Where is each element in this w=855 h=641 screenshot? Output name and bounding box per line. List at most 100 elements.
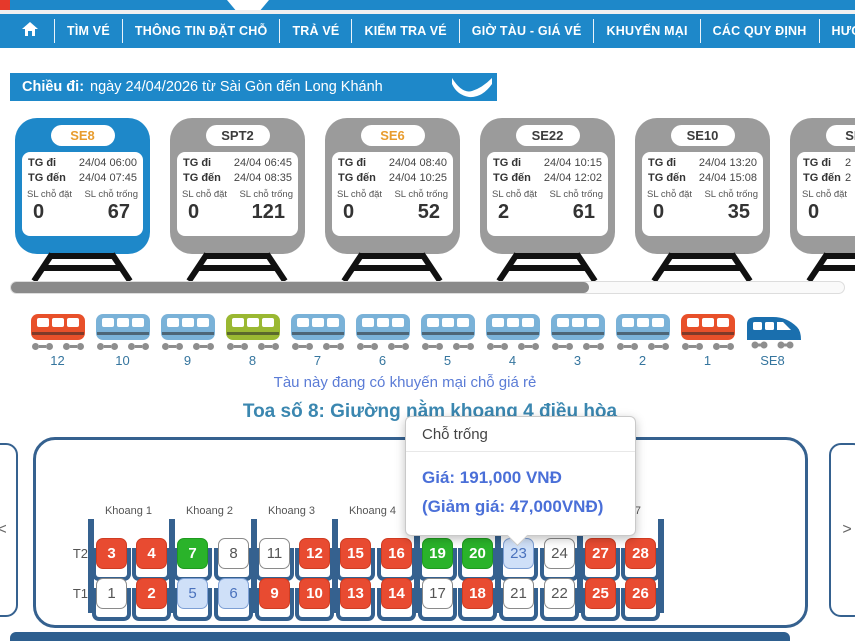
carriage-7[interactable]: 7 (285, 314, 350, 368)
seat-27[interactable]: 27 (585, 538, 616, 569)
arrive-label: TG đến (338, 172, 376, 184)
carriage-label: 2 (638, 353, 647, 368)
seat-7[interactable]: 7 (177, 538, 208, 569)
arrive-time: 24/04 08:35 (233, 172, 292, 184)
arrive-time: 2 (845, 172, 852, 184)
seat-19[interactable]: 19 (422, 538, 453, 569)
seat-16[interactable]: 16 (381, 538, 412, 569)
carriage-9[interactable]: 9 (155, 314, 220, 368)
chevron-left-icon: < (0, 521, 7, 538)
nav-separator (593, 19, 595, 43)
train-card-se22[interactable]: SE22 TG đi 24/04 10:15 TG đến 24/04 12:02 … (480, 118, 615, 288)
seat-8[interactable]: 8 (218, 538, 249, 569)
seat-22[interactable]: 22 (544, 578, 575, 609)
train-card-se8[interactable]: SE8 TG đi 24/04 06:00 TG đến 24/04 07:45 S… (15, 118, 150, 288)
carriage-8-selected[interactable]: 8 (220, 314, 285, 368)
train-number-badge: SE10 (670, 125, 735, 146)
berth-frame (377, 588, 416, 621)
nav-separator (351, 19, 353, 43)
free-count: 52 (417, 201, 440, 223)
track-icon (806, 252, 855, 283)
carriage-3[interactable]: 3 (545, 314, 610, 368)
depart-label: TG đi (338, 157, 367, 169)
carriage-icon (680, 314, 735, 340)
seat-6[interactable]: 6 (218, 578, 249, 609)
carriage-1[interactable]: 1 (675, 314, 740, 368)
track-icon (496, 252, 598, 283)
carriage-2[interactable]: 2 (610, 314, 675, 368)
nav-item-khuyen-mai[interactable]: KHUYẾN MẠI (606, 24, 688, 38)
carriage-4[interactable]: 4 (480, 314, 545, 368)
compartment-divider (577, 519, 583, 613)
seat-5[interactable]: 5 (177, 578, 208, 609)
train-card-spt2[interactable]: SPT2 TG đi 24/04 06:45 TG đến 24/04 08:35 … (170, 118, 305, 288)
seat-15[interactable]: 15 (340, 538, 371, 569)
seat-17[interactable]: 17 (422, 578, 453, 609)
train-list-scrollbar[interactable] (10, 281, 845, 294)
nav-item-cac-quy-dinh[interactable]: CÁC QUY ĐỊNH (712, 24, 807, 38)
carriage-icon (550, 314, 605, 340)
carriage-6[interactable]: 6 (350, 314, 415, 368)
seat-10[interactable]: 10 (299, 578, 330, 609)
wheels-icon (616, 342, 669, 350)
legend-bar-partial (10, 632, 790, 641)
free-label: SL chỗ trống (84, 189, 138, 200)
free-count: 61 (572, 201, 595, 223)
carriage-selector: 12 10 9 8 7 6 5 (25, 314, 805, 368)
free-label: SL chỗ trống (394, 189, 448, 200)
prev-coach-button[interactable]: < (0, 443, 18, 617)
wheels-icon (421, 342, 474, 350)
nav-separator (699, 19, 701, 43)
home-button[interactable] (0, 21, 54, 41)
locomotive-se8[interactable]: SE8 (740, 314, 805, 368)
seat-3[interactable]: 3 (96, 538, 127, 569)
seat-24[interactable]: 24 (544, 538, 575, 569)
seat-28[interactable]: 28 (625, 538, 656, 569)
seat-1[interactable]: 1 (96, 578, 127, 609)
seat-26[interactable]: 26 (625, 578, 656, 609)
wheels-icon (356, 342, 409, 350)
seat-12[interactable]: 12 (299, 538, 330, 569)
carriage-label: 3 (573, 353, 582, 368)
carriage-5[interactable]: 5 (415, 314, 480, 368)
seat-11[interactable]: 11 (259, 538, 290, 569)
carriage-label: 6 (378, 353, 387, 368)
seat-2[interactable]: 2 (136, 578, 167, 609)
wheels-icon (551, 342, 604, 350)
seat-14[interactable]: 14 (381, 578, 412, 609)
seat-25[interactable]: 25 (585, 578, 616, 609)
nav-item-kiem-tra-ve[interactable]: KIỂM TRA VÉ (364, 24, 447, 38)
carriage-icon (485, 314, 540, 340)
train-info: TG đi 24/04 10:15 TG đến 24/04 12:02 SL ch… (487, 152, 608, 236)
nav-item-tra-ve[interactable]: TRẢ VÉ (292, 24, 340, 38)
train-card-se10[interactable]: SE10 TG đi 24/04 13:20 TG đến 24/04 15:08 … (635, 118, 770, 288)
compartment-label-1: Khoang 1 (104, 505, 153, 517)
next-coach-button[interactable]: > (829, 443, 855, 617)
nav-item-huong-dan[interactable]: HƯỚNG DẪN (831, 24, 855, 38)
train-card-se6[interactable]: SE6 TG đi 24/04 08:40 TG đến 24/04 10:25 S… (325, 118, 460, 288)
arrive-time: 24/04 12:02 (543, 172, 602, 184)
berth-frame (214, 588, 253, 621)
seat-9[interactable]: 9 (259, 578, 290, 609)
arrive-time: 24/04 07:45 (78, 172, 137, 184)
carriage-icon (160, 314, 215, 340)
free-label: SL chỗ trống (704, 189, 758, 200)
seat-21[interactable]: 21 (503, 578, 534, 609)
seat-20[interactable]: 20 (462, 538, 493, 569)
nav-item-thong-tin-dat-cho[interactable]: THÔNG TIN ĐẶT CHỖ (134, 24, 268, 38)
seat-18[interactable]: 18 (462, 578, 493, 609)
nav-item-tim-ve[interactable]: TÌM VÉ (67, 24, 110, 38)
scrollbar-thumb[interactable] (11, 282, 589, 293)
booked-label: SL chỗ đặt (647, 189, 693, 200)
free-count: 121 (251, 201, 285, 223)
nav-item-gio-tau-gia-ve[interactable]: GIỜ TÀU - GIÁ VÉ (471, 24, 582, 38)
carriage-label: 5 (443, 353, 452, 368)
depart-label: TG đi (648, 157, 677, 169)
seat-4[interactable]: 4 (136, 538, 167, 569)
arrive-time: 24/04 10:25 (388, 172, 447, 184)
carriage-12[interactable]: 12 (25, 314, 90, 368)
carriage-10[interactable]: 10 (90, 314, 155, 368)
seat-13[interactable]: 13 (340, 578, 371, 609)
arrive-label: TG đến (648, 172, 686, 184)
